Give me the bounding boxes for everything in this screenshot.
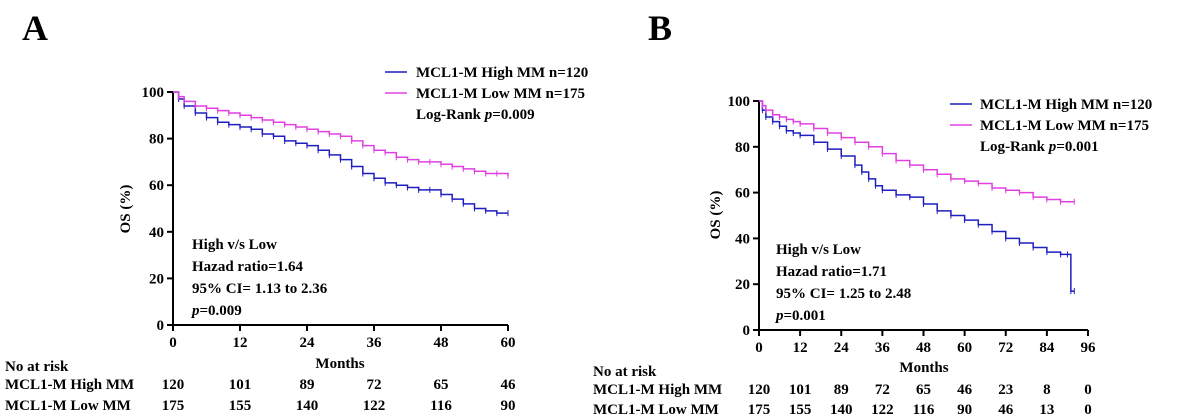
y-tick-label-b: 40	[735, 231, 750, 247]
panel-label-a: A	[22, 8, 48, 48]
x-tick-label-a: 24	[300, 335, 316, 351]
legend-label-high-a: MCL1-M High MM n=120	[416, 65, 588, 81]
y-tick-label-a: 100	[142, 85, 165, 101]
y-tick-label-b: 100	[728, 94, 751, 110]
x-tick-label-b: 48	[916, 340, 931, 356]
y-tick-label-b: 80	[735, 140, 750, 156]
risk-value-low-b: 140	[830, 402, 853, 418]
risk-value-low-b: 122	[871, 402, 894, 418]
risk-value-high-b: 46	[957, 382, 973, 398]
x-tick-label-b: 96	[1081, 340, 1097, 356]
x-tick-label-b: 0	[755, 340, 763, 356]
risk-title-b: No at risk	[593, 364, 657, 380]
y-tick-label-a: 60	[149, 178, 164, 194]
risk-value-low-a: 155	[229, 398, 252, 414]
legend-label-high-b: MCL1-M High MM n=120	[980, 97, 1152, 113]
risk-row-label-high-b: MCL1-M High MM	[593, 382, 722, 398]
y-tick-label-b: 0	[743, 323, 751, 339]
series-line-low-b	[759, 100, 1075, 203]
y-tick-label-a: 0	[157, 318, 165, 334]
risk-value-low-a: 122	[363, 398, 386, 414]
y-tick-label-a: 20	[149, 271, 164, 287]
risk-value-low-b: 175	[748, 402, 771, 418]
stats-line2-a: Hazad ratio=1.64	[192, 259, 304, 275]
x-tick-label-b: 12	[793, 340, 808, 356]
risk-value-high-b: 0	[1084, 382, 1092, 398]
stats-line1-b: High v/s Low	[776, 242, 861, 258]
y-tick-label-b: 60	[735, 186, 750, 202]
risk-value-high-a: 101	[229, 377, 252, 393]
legend-label-low-b: MCL1-M Low MM n=175	[980, 118, 1149, 134]
stats-line3-a: 95% CI= 1.13 to 2.36	[192, 281, 328, 297]
panel-b: B OS (%) Months MCL1-M High MM n=120 MCL…	[593, 8, 1152, 418]
x-tick-label-b: 84	[1039, 340, 1055, 356]
risk-value-low-b: 13	[1039, 402, 1054, 418]
risk-value-high-a: 46	[501, 377, 517, 393]
risk-value-high-b: 65	[916, 382, 931, 398]
risk-value-high-b: 23	[998, 382, 1013, 398]
legend-label-low-a: MCL1-M Low MM n=175	[416, 86, 585, 102]
risk-value-low-b: 116	[913, 402, 935, 418]
risk-value-high-b: 8	[1043, 382, 1051, 398]
risk-value-high-b: 72	[875, 382, 890, 398]
risk-value-low-b: 46	[998, 402, 1014, 418]
x-tick-label-a: 0	[169, 335, 177, 351]
panel-label-b: B	[648, 8, 672, 48]
risk-row-label-high-a: MCL1-M High MM	[5, 377, 134, 393]
stats-line4-b: p=0.001	[774, 308, 826, 324]
risk-value-high-b: 89	[834, 382, 849, 398]
legend-logrank-a: Log-Rank p=0.009	[416, 107, 535, 123]
stats-line1-a: High v/s Low	[192, 237, 277, 253]
x-axis-label-b: Months	[899, 360, 948, 376]
legend-b: MCL1-M High MM n=120 MCL1-M Low MM n=175…	[950, 97, 1152, 155]
risk-values-a: 120 101 89 72 65 46 175 155 140 122 116 90	[162, 377, 516, 414]
stats-line4-a: p=0.009	[190, 303, 242, 319]
x-tick-label-a: 60	[501, 335, 516, 351]
stats-line3-b: 95% CI= 1.25 to 2.48	[776, 286, 911, 302]
risk-title-a: No at risk	[5, 359, 69, 375]
risk-value-low-a: 90	[501, 398, 516, 414]
risk-table-b: No at risk MCL1-M High MM MCL1-M Low MM …	[593, 364, 1092, 418]
risk-value-low-a: 140	[296, 398, 319, 414]
risk-value-high-a: 120	[162, 377, 185, 393]
risk-value-low-a: 175	[162, 398, 185, 414]
risk-value-high-b: 101	[789, 382, 812, 398]
x-tick-label-b: 60	[957, 340, 972, 356]
risk-values-b: 120 101 89 72 65 46 23 8 0 175 155 140 122 116 90 46 13 0	[748, 382, 1092, 418]
x-tick-label-b: 72	[998, 340, 1013, 356]
x-tick-label-a: 36	[367, 335, 383, 351]
y-axis-label-b: OS (%)	[708, 191, 724, 240]
x-tick-label-b: 36	[875, 340, 891, 356]
stats-box-a: High v/s Low Hazad ratio=1.64 95% CI= 1.…	[190, 237, 328, 319]
x-tick-label-a: 12	[233, 335, 248, 351]
risk-row-label-low-b: MCL1-M Low MM	[593, 402, 719, 418]
risk-value-low-b: 90	[957, 402, 972, 418]
risk-table-a: No at risk MCL1-M High MM MCL1-M Low MM …	[5, 359, 516, 414]
x-tick-label-b: 24	[834, 340, 850, 356]
risk-value-high-a: 89	[300, 377, 315, 393]
y-tick-label-a: 80	[149, 132, 164, 148]
y-tick-label-b: 20	[735, 277, 750, 293]
y-tick-label-a: 40	[149, 225, 164, 241]
risk-value-low-b: 0	[1084, 402, 1092, 418]
panel-a: A OS (%) Months MCL1-M High MM n=120 MCL…	[5, 8, 588, 414]
x-axis-label-a: Months	[315, 356, 364, 372]
risk-row-label-low-a: MCL1-M Low MM	[5, 398, 131, 414]
risk-value-high-a: 72	[367, 377, 382, 393]
risk-value-high-b: 120	[748, 382, 771, 398]
legend-a: MCL1-M High MM n=120 MCL1-M Low MM n=175…	[385, 65, 588, 123]
stats-line2-b: Hazad ratio=1.71	[776, 264, 887, 280]
stats-box-b: High v/s Low Hazad ratio=1.71 95% CI= 1.…	[774, 242, 911, 324]
legend-logrank-b: Log-Rank p=0.001	[980, 139, 1099, 155]
risk-value-low-b: 155	[789, 402, 812, 418]
risk-value-low-a: 116	[430, 398, 452, 414]
x-tick-label-a: 48	[434, 335, 449, 351]
risk-value-high-a: 65	[434, 377, 449, 393]
y-axis-label-a: OS (%)	[118, 185, 134, 234]
